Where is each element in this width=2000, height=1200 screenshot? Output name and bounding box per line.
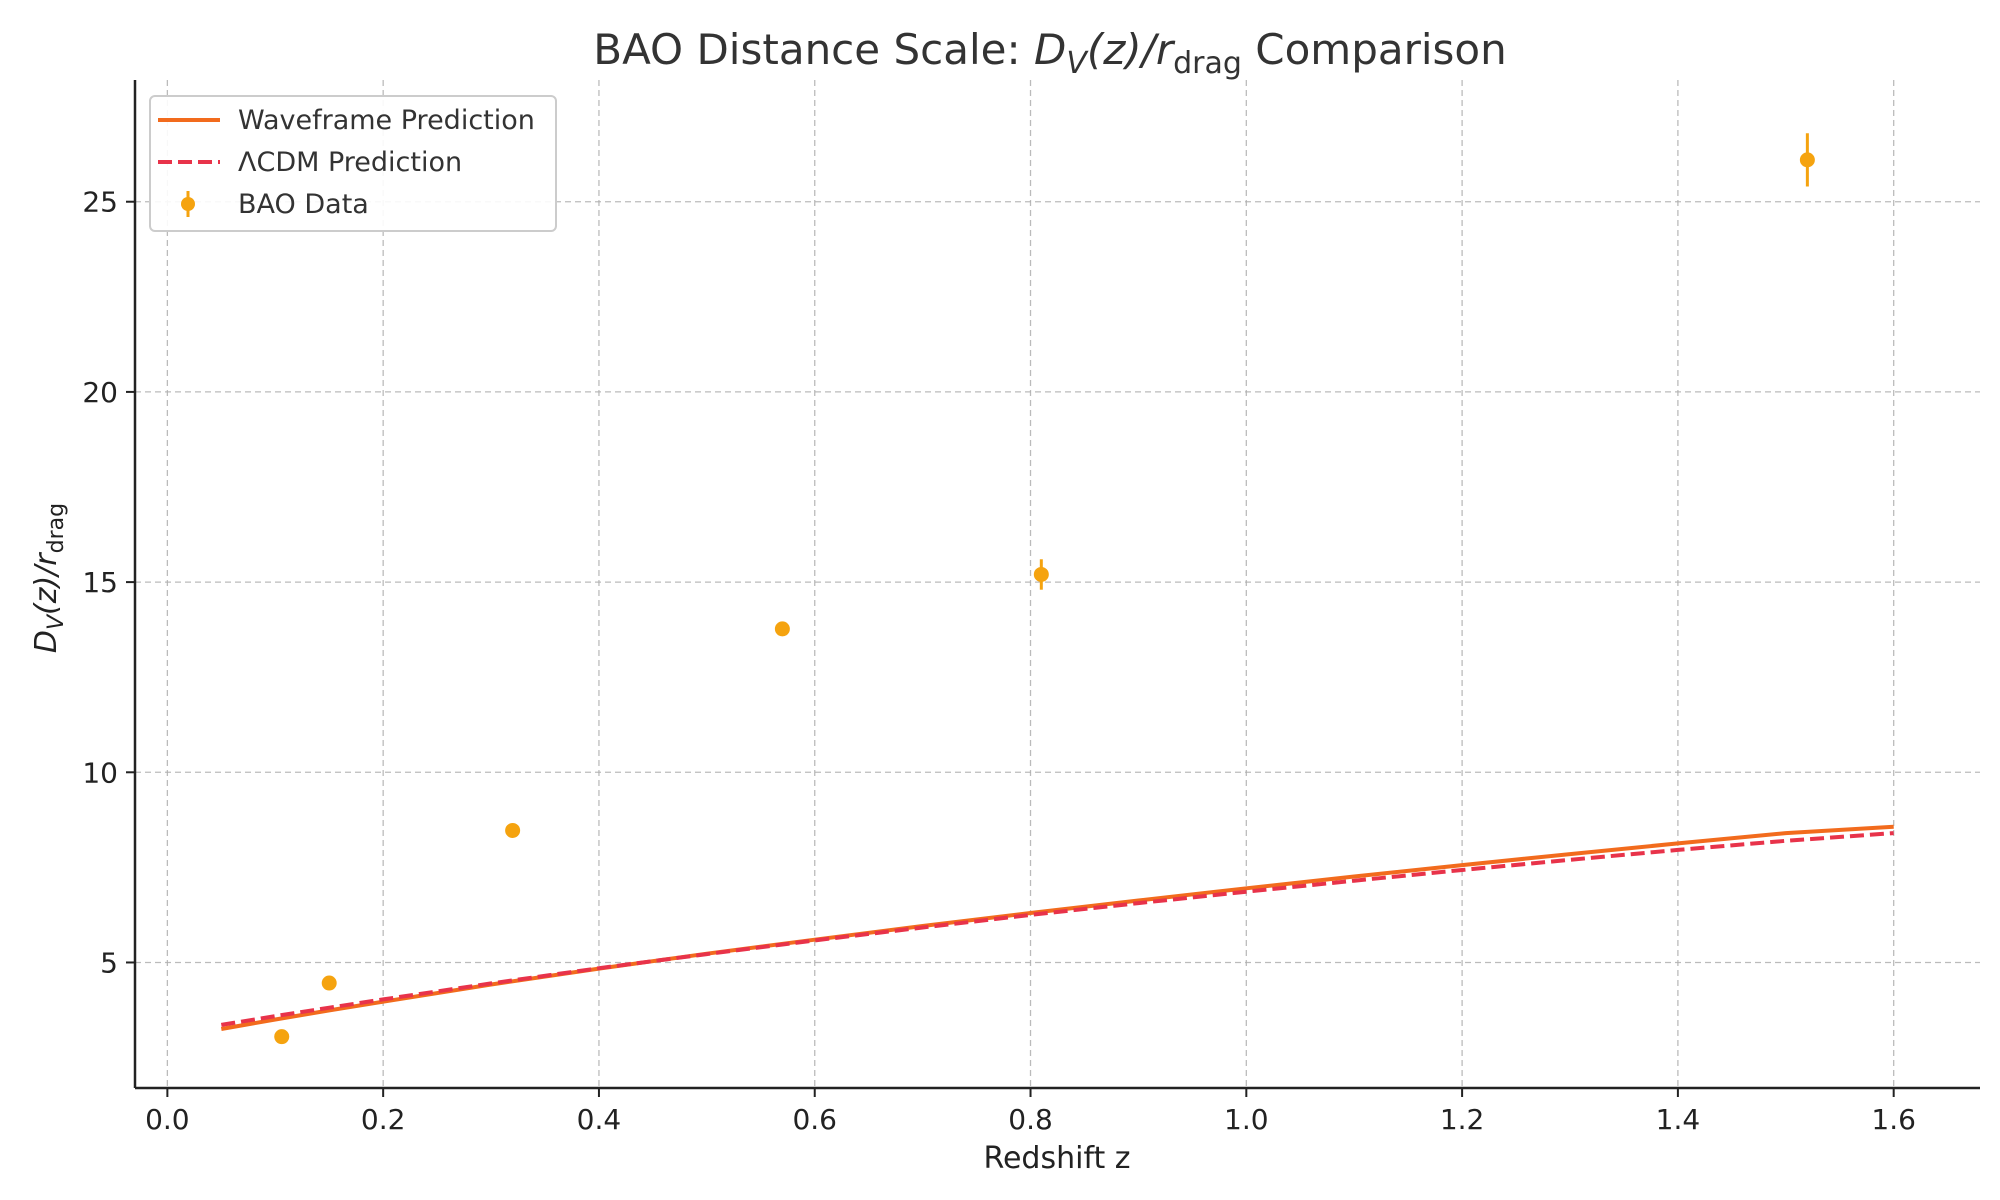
series-layer: [220, 133, 1894, 1045]
x-ticks: 0.0 0.2 0.4 0.6 0.8 1.0 1.2 1.4 1.6: [145, 1088, 1916, 1136]
chart-title: BAO Distance Scale: DV(z)/rdrag Comparis…: [593, 25, 1506, 81]
legend-frame: [149, 95, 557, 232]
grid-lines: [135, 80, 1980, 1088]
y-tick-label: 15: [82, 566, 118, 599]
x-tick-label: 0.6: [792, 1103, 837, 1136]
bao-data-point: [321, 975, 337, 991]
y-tick-label: 5: [100, 946, 118, 979]
waveframe-prediction-line: [220, 824, 1894, 1031]
legend-label-lcdm: ΛCDM Prediction: [238, 147, 462, 178]
x-tick-label: 1.4: [1656, 1103, 1701, 1136]
x-tick-label: 0.8: [1008, 1103, 1053, 1136]
x-tick-label: 0.4: [577, 1103, 622, 1136]
legend-label-bao: BAO Data: [238, 189, 369, 220]
legend-swatch-bao-marker: [181, 197, 195, 211]
y-tick-label: 20: [82, 376, 118, 409]
bao-data-point: [505, 822, 521, 838]
y-tick-label: 25: [82, 186, 118, 219]
x-tick-label: 1.0: [1224, 1103, 1269, 1136]
x-axis-label: Redshift z: [983, 1141, 1130, 1176]
bao-data-point: [1033, 566, 1049, 582]
x-tick-label: 1.2: [1440, 1103, 1485, 1136]
x-tick-label: 0.0: [145, 1103, 190, 1136]
legend-label-waveframe: Waveframe Prediction: [238, 105, 535, 136]
bao-data-point: [274, 1029, 290, 1045]
legend: Waveframe Prediction ΛCDM Prediction BAO…: [149, 95, 557, 232]
bao-data-point: [1799, 152, 1815, 168]
lcdm-prediction-line: [220, 831, 1894, 1027]
y-axis-label: DV(z)/rdrag: [29, 503, 69, 653]
bao-data-point: [774, 621, 790, 637]
y-tick-label: 10: [82, 756, 118, 789]
x-tick-label: 1.6: [1871, 1103, 1916, 1136]
y-ticks: 5 10 15 20 25: [82, 186, 135, 979]
x-tick-label: 0.2: [361, 1103, 406, 1136]
